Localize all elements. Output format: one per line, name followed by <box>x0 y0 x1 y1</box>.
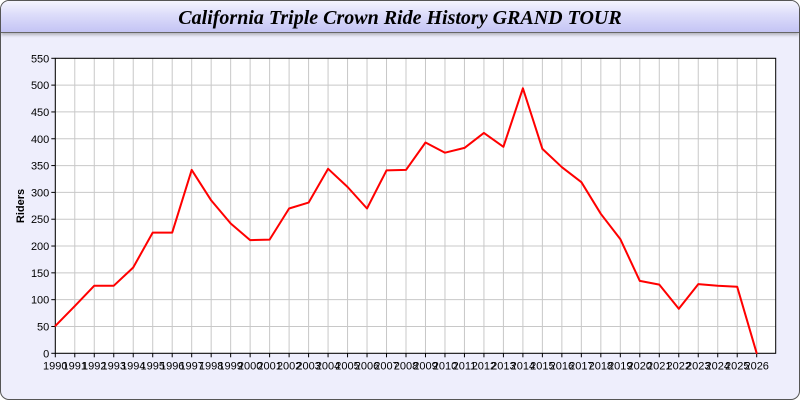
y-tick-label: 300 <box>31 187 49 199</box>
data-point <box>151 231 154 234</box>
data-point <box>600 213 602 215</box>
y-axis-label: Riders <box>15 189 27 223</box>
data-point <box>307 201 310 204</box>
x-tick-label: 2007 <box>374 360 398 372</box>
data-point <box>288 207 290 210</box>
x-tick-label: 1991 <box>63 360 87 372</box>
x-tick-label: 1997 <box>179 360 203 372</box>
data-point <box>697 283 700 285</box>
x-tick-label: 1995 <box>140 360 164 372</box>
x-tick-label: 2008 <box>394 360 418 372</box>
x-tick-label: 2005 <box>335 360 359 372</box>
data-point <box>190 169 193 171</box>
x-tick-label: 2001 <box>257 360 281 372</box>
data-point <box>619 238 622 240</box>
data-point <box>327 167 329 170</box>
x-tick-label: 2011 <box>453 360 477 372</box>
x-tick-label: 1993 <box>102 360 126 372</box>
data-point <box>483 132 485 134</box>
x-tick-label: 2010 <box>433 360 457 372</box>
data-point <box>249 239 251 241</box>
x-tick-label: 2006 <box>355 360 379 372</box>
x-tick-label: 2014 <box>511 360 535 372</box>
data-point <box>736 285 739 288</box>
data-point <box>755 352 758 355</box>
x-tick-label: 1998 <box>199 360 223 372</box>
data-point <box>580 181 583 183</box>
data-point <box>405 169 407 171</box>
y-tick-label: 350 <box>31 161 49 173</box>
x-tick-label: 1990 <box>43 360 67 372</box>
x-tick-label: 2026 <box>744 360 768 372</box>
data-point <box>639 280 641 282</box>
data-point <box>93 284 96 287</box>
data-point <box>112 284 115 287</box>
x-tick-label: 2002 <box>277 360 301 372</box>
data-point <box>424 141 427 144</box>
data-point <box>541 148 544 150</box>
data-point <box>385 169 388 172</box>
x-tick-label: 1999 <box>218 360 242 372</box>
x-tick-label: 2004 <box>316 360 340 372</box>
x-tick-label: 1994 <box>121 360 145 372</box>
data-point <box>268 238 271 241</box>
data-point <box>658 283 661 286</box>
x-tick-label: 2009 <box>413 360 437 372</box>
x-tick-label: 2021 <box>647 360 671 372</box>
x-tick-label: 2003 <box>296 360 320 372</box>
y-tick-label: 0 <box>43 348 49 360</box>
data-point <box>463 147 466 149</box>
x-tick-label: 2023 <box>686 360 710 372</box>
x-tick-label: 2020 <box>628 360 652 372</box>
data-point <box>522 87 524 90</box>
y-tick-label: 550 <box>31 53 49 65</box>
x-tick-label: 2013 <box>491 360 515 372</box>
x-tick-label: 1992 <box>82 360 106 372</box>
y-tick-label: 400 <box>31 134 49 146</box>
data-point <box>210 199 212 202</box>
plot-border <box>54 57 777 354</box>
plot-area <box>55 58 776 354</box>
data-point <box>502 146 505 148</box>
data-point <box>229 222 232 225</box>
y-tick-label: 150 <box>31 268 49 280</box>
data-point <box>677 307 680 310</box>
data-point <box>444 151 446 154</box>
data-point <box>54 325 57 327</box>
x-tick-label: 2018 <box>589 360 613 372</box>
x-tick-label: 2016 <box>550 360 574 372</box>
data-point <box>716 284 719 287</box>
data-point <box>73 305 76 307</box>
title-bar: California Triple Crown Ride History GRA… <box>1 1 799 33</box>
chart-title: California Triple Crown Ride History GRA… <box>178 7 622 29</box>
x-tick-label: 2000 <box>238 360 262 372</box>
x-tick-label: 2025 <box>725 360 749 372</box>
y-tick-label: 250 <box>31 214 49 226</box>
data-point <box>366 207 368 210</box>
y-tick-label: 100 <box>31 295 49 307</box>
y-tick-label: 500 <box>31 80 49 92</box>
x-tick-label: 1996 <box>160 360 184 372</box>
x-tick-label: 2015 <box>530 360 554 372</box>
y-tick-label: 50 <box>37 321 49 333</box>
y-tick-label: 450 <box>31 107 49 119</box>
data-point <box>561 166 563 168</box>
x-tick-label: 2024 <box>705 360 729 372</box>
x-tick-label: 2019 <box>608 360 632 372</box>
x-tick-label: 2012 <box>472 360 496 372</box>
x-tick-label: 2022 <box>667 360 691 372</box>
x-tick-label: 2017 <box>569 360 593 372</box>
data-point <box>132 266 135 269</box>
data-point <box>346 186 349 188</box>
data-point <box>171 231 173 234</box>
y-tick-label: 200 <box>31 241 49 253</box>
